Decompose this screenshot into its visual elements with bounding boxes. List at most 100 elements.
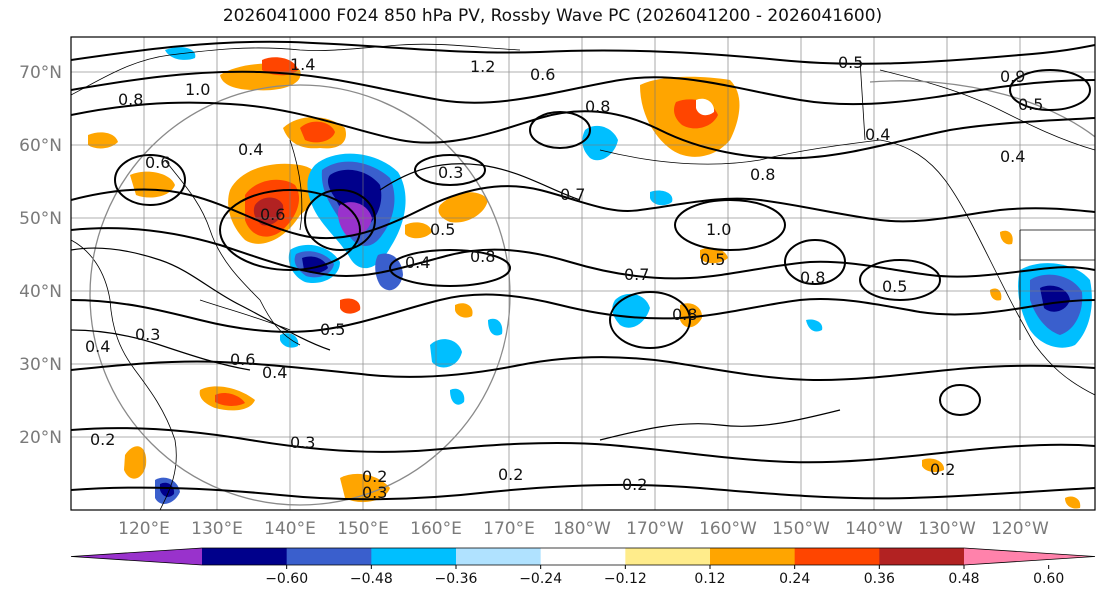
lat-label: 30°N bbox=[19, 355, 62, 375]
negative-anomaly bbox=[375, 253, 403, 291]
contour-label: 0.6 bbox=[260, 205, 285, 224]
positive-anomaly bbox=[262, 57, 298, 76]
colorbar-tick-label: 0.12 bbox=[694, 571, 725, 587]
lat-label: 60°N bbox=[19, 136, 62, 156]
contour-label: 0.2 bbox=[90, 430, 115, 449]
colorbar-tick-label: −0.60 bbox=[265, 571, 308, 587]
colorbar-tick-label: −0.36 bbox=[435, 571, 478, 587]
contour-label: 1.2 bbox=[470, 57, 495, 76]
colorbar-tick-label: −0.24 bbox=[519, 571, 562, 587]
lat-label: 20°N bbox=[19, 428, 62, 448]
contour-label: 0.4 bbox=[238, 140, 263, 159]
positive-anomaly bbox=[124, 446, 147, 479]
contour-label: 0.2 bbox=[362, 467, 387, 486]
lon-label: 150°E bbox=[337, 519, 389, 539]
contour-label: 0.8 bbox=[672, 305, 697, 324]
contour-label: 0.7 bbox=[560, 185, 585, 204]
contour-label: 0.8 bbox=[800, 268, 825, 287]
map-content bbox=[71, 37, 1095, 510]
positive-anomaly bbox=[455, 303, 473, 318]
colorbar-tick-label: 0.60 bbox=[1033, 571, 1064, 587]
positive-anomaly bbox=[253, 197, 284, 226]
map-title: 2026041000 F024 850 hPa PV, Rossby Wave … bbox=[222, 6, 883, 26]
colorbar-bin bbox=[879, 548, 965, 565]
positive-anomaly bbox=[696, 98, 715, 116]
contour-label: 0.5 bbox=[320, 320, 345, 339]
lon-axis: 120°E 130°E 140°E 150°E 160°E 170°E 180°… bbox=[118, 519, 1049, 539]
negative-anomaly bbox=[430, 339, 462, 368]
colorbar-bin bbox=[456, 548, 542, 565]
lon-label: 140°E bbox=[264, 519, 316, 539]
negative-anomaly bbox=[612, 293, 650, 328]
lon-label: 130°W bbox=[918, 519, 976, 539]
colorbar-bin bbox=[625, 548, 711, 565]
contour-label: 0.5 bbox=[430, 220, 455, 239]
contour-label: 0.4 bbox=[405, 253, 430, 272]
contour-label: 0.9 bbox=[1000, 67, 1025, 86]
lon-label: 170°E bbox=[483, 519, 535, 539]
lat-label: 40°N bbox=[19, 282, 62, 302]
lat-label: 70°N bbox=[19, 63, 62, 83]
contour-label: 0.2 bbox=[498, 465, 523, 484]
colorbar-bin bbox=[794, 548, 880, 565]
colorbar-tick-label: 0.48 bbox=[948, 571, 979, 587]
colorbar-tick-label: 0.36 bbox=[864, 571, 895, 587]
contour-label: 0.6 bbox=[230, 350, 255, 369]
lon-label: 120°E bbox=[118, 519, 170, 539]
map-area bbox=[71, 37, 1095, 510]
contour-label-group: 1.4 1.2 1.0 0.8 0.6 0.4 0.5 0.3 0.6 0.4 … bbox=[85, 53, 1043, 502]
contour-label: 0.5 bbox=[838, 53, 863, 72]
lon-label: 160°E bbox=[410, 519, 462, 539]
positive-anomaly bbox=[88, 132, 118, 149]
positive-anomaly bbox=[1000, 230, 1013, 245]
positive-anomaly bbox=[405, 222, 432, 239]
contour-label: 0.3 bbox=[135, 325, 160, 344]
colorbar-bin bbox=[371, 548, 457, 565]
contour-label: 0.4 bbox=[865, 125, 890, 144]
positive-anomaly bbox=[215, 392, 245, 406]
colorbar: −0.60 −0.48 −0.36 −0.24 −0.12 0.12 0.24 0.36 0.4… bbox=[70, 547, 1096, 587]
colorbar-extend-high bbox=[964, 548, 1095, 565]
colorbar-tick-label: 0.24 bbox=[779, 571, 810, 587]
positive-anomaly bbox=[300, 121, 335, 143]
colorbar-outline bbox=[70, 547, 1096, 566]
contour-label: 0.8 bbox=[585, 97, 610, 116]
colorbar-extend-low bbox=[71, 548, 202, 565]
pv-contours-thin bbox=[71, 163, 841, 441]
contour-label: 0.6 bbox=[145, 153, 170, 172]
negative-anomaly bbox=[450, 388, 465, 405]
coastlines bbox=[71, 43, 1095, 510]
lon-label: 180°W bbox=[553, 519, 611, 539]
lon-label: 170°W bbox=[626, 519, 684, 539]
contour-label: 0.2 bbox=[930, 460, 955, 479]
lon-label: 160°W bbox=[699, 519, 757, 539]
positive-anomaly bbox=[680, 303, 703, 328]
positive-anomaly bbox=[990, 288, 1002, 301]
contour-label: 0.4 bbox=[262, 363, 287, 382]
contour-label: 1.0 bbox=[706, 220, 731, 239]
contour-label: 0.2 bbox=[622, 475, 647, 494]
contour-label: 0.6 bbox=[530, 65, 555, 84]
contour-label: 1.4 bbox=[290, 55, 315, 74]
negative-anomaly bbox=[488, 318, 503, 336]
positive-anomaly bbox=[1065, 496, 1081, 509]
lon-label: 150°W bbox=[772, 519, 830, 539]
negative-anomaly bbox=[338, 202, 372, 237]
map-frame bbox=[70, 36, 1096, 511]
positive-anomaly bbox=[922, 458, 945, 473]
contour-label: 0.3 bbox=[438, 163, 463, 182]
contour-label: 0.8 bbox=[470, 247, 495, 266]
positive-anomaly bbox=[700, 247, 728, 264]
colorbar-bin bbox=[286, 548, 372, 565]
contour-label: 0.5 bbox=[700, 250, 725, 269]
lon-label: 130°E bbox=[191, 519, 243, 539]
contour-label: 0.5 bbox=[1018, 95, 1043, 114]
negative-anomaly bbox=[280, 333, 299, 348]
colorbar-tick-label: −0.12 bbox=[604, 571, 647, 587]
lat-label: 50°N bbox=[19, 209, 62, 229]
contour-label: 1.0 bbox=[185, 80, 210, 99]
lon-label: 120°W bbox=[991, 519, 1049, 539]
contour-label: 0.8 bbox=[750, 165, 775, 184]
contour-label: 0.4 bbox=[1000, 147, 1025, 166]
